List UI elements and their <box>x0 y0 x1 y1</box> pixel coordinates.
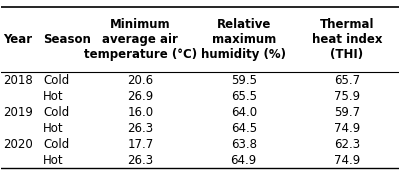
Text: Minimum
average air
temperature (°C): Minimum average air temperature (°C) <box>84 18 197 61</box>
Text: 65.7: 65.7 <box>334 74 360 86</box>
Text: 64.5: 64.5 <box>231 122 257 135</box>
Text: Cold: Cold <box>43 74 69 86</box>
Text: Hot: Hot <box>43 154 64 167</box>
Text: 59.7: 59.7 <box>334 106 360 119</box>
Text: Cold: Cold <box>43 106 69 119</box>
Text: Season: Season <box>43 33 91 46</box>
Text: 26.3: 26.3 <box>127 122 154 135</box>
Text: 26.9: 26.9 <box>127 90 154 103</box>
Text: Thermal
heat index
(THI): Thermal heat index (THI) <box>312 18 382 61</box>
Text: 20.6: 20.6 <box>127 74 154 86</box>
Text: 2020: 2020 <box>3 138 33 151</box>
Text: 74.9: 74.9 <box>334 154 360 167</box>
Text: Relative
maximum
humidity (%): Relative maximum humidity (%) <box>201 18 286 61</box>
Text: 2018: 2018 <box>3 74 33 86</box>
Text: 59.5: 59.5 <box>231 74 257 86</box>
Text: Year: Year <box>3 33 32 46</box>
Text: 17.7: 17.7 <box>127 138 154 151</box>
Text: 2019: 2019 <box>3 106 33 119</box>
Text: 75.9: 75.9 <box>334 90 360 103</box>
Text: 63.8: 63.8 <box>231 138 257 151</box>
Text: 26.3: 26.3 <box>127 154 154 167</box>
Text: Cold: Cold <box>43 138 69 151</box>
Text: 65.5: 65.5 <box>231 90 257 103</box>
Text: 16.0: 16.0 <box>127 106 154 119</box>
Text: Hot: Hot <box>43 90 64 103</box>
Text: Hot: Hot <box>43 122 64 135</box>
Text: 62.3: 62.3 <box>334 138 360 151</box>
Text: 64.9: 64.9 <box>230 154 257 167</box>
Text: 74.9: 74.9 <box>334 122 360 135</box>
Text: 64.0: 64.0 <box>231 106 257 119</box>
